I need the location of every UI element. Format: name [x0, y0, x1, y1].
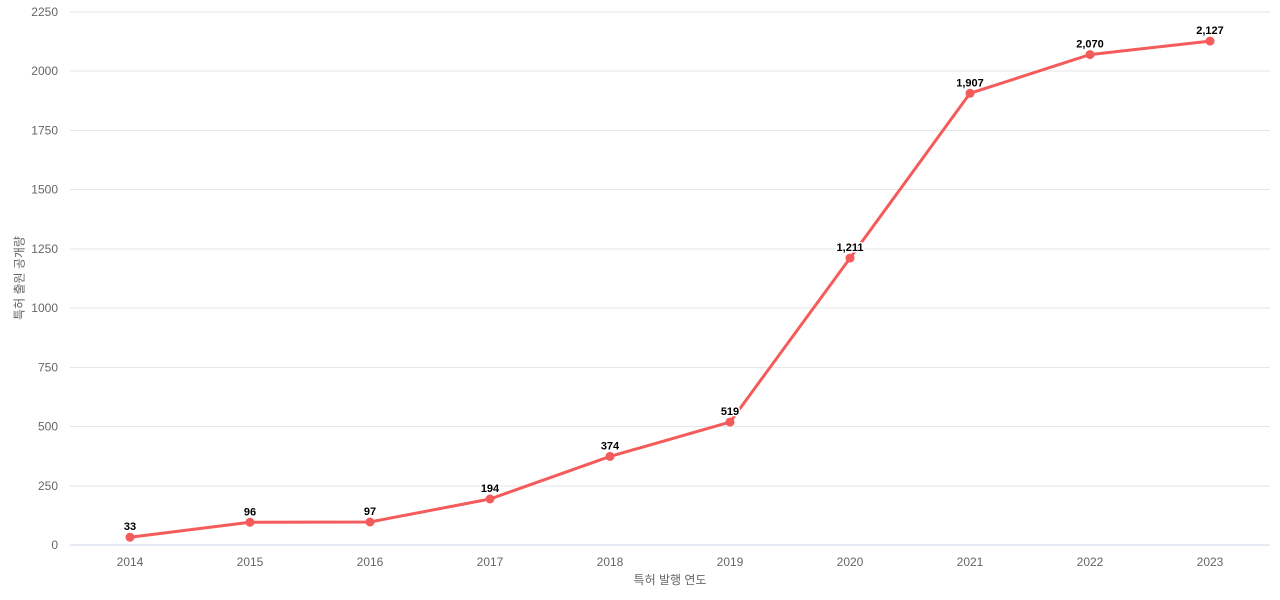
y-tick-label: 1000 — [31, 301, 58, 315]
data-point[interactable] — [485, 494, 495, 504]
y-tick-label: 250 — [38, 479, 58, 493]
y-tick-label: 750 — [38, 360, 58, 374]
data-point[interactable] — [245, 517, 255, 527]
data-label: 194 — [481, 483, 500, 495]
data-label: 33 — [124, 521, 136, 533]
x-tick-label: 2022 — [1077, 555, 1104, 569]
data-point[interactable] — [1205, 36, 1215, 46]
data-label: 1,907 — [956, 77, 984, 89]
y-tick-label: 2250 — [31, 5, 58, 19]
y-tick-label: 2000 — [31, 64, 58, 78]
x-tick-label: 2018 — [597, 555, 624, 569]
data-label: 1,211 — [837, 242, 864, 254]
y-tick-label: 1750 — [31, 123, 58, 137]
data-point[interactable] — [1085, 50, 1095, 60]
data-label: 97 — [364, 506, 376, 518]
data-label: 96 — [244, 506, 256, 518]
x-tick-label: 2019 — [717, 555, 744, 569]
x-tick-label: 2016 — [357, 555, 384, 569]
y-tick-label: 1500 — [31, 183, 58, 197]
data-point[interactable] — [965, 88, 975, 98]
x-tick-label: 2017 — [477, 555, 504, 569]
data-label: 374 — [601, 440, 620, 452]
data-point[interactable] — [365, 517, 375, 527]
x-tick-label: 2014 — [117, 555, 144, 569]
data-point[interactable] — [605, 451, 615, 461]
x-tick-label: 2020 — [837, 555, 864, 569]
data-label: 2,070 — [1076, 39, 1104, 51]
y-tick-label: 1250 — [31, 242, 58, 256]
x-tick-label: 2023 — [1197, 555, 1224, 569]
y-tick-label: 0 — [51, 538, 58, 552]
data-point[interactable] — [125, 532, 135, 542]
data-point[interactable] — [845, 253, 855, 263]
data-label: 519 — [721, 406, 739, 418]
x-tick-label: 2021 — [957, 555, 984, 569]
data-label: 2,127 — [1196, 25, 1224, 37]
series-line — [128, 39, 1212, 539]
data-point[interactable] — [725, 417, 735, 427]
y-tick-label: 500 — [38, 420, 58, 434]
x-tick-label: 2015 — [237, 555, 264, 569]
